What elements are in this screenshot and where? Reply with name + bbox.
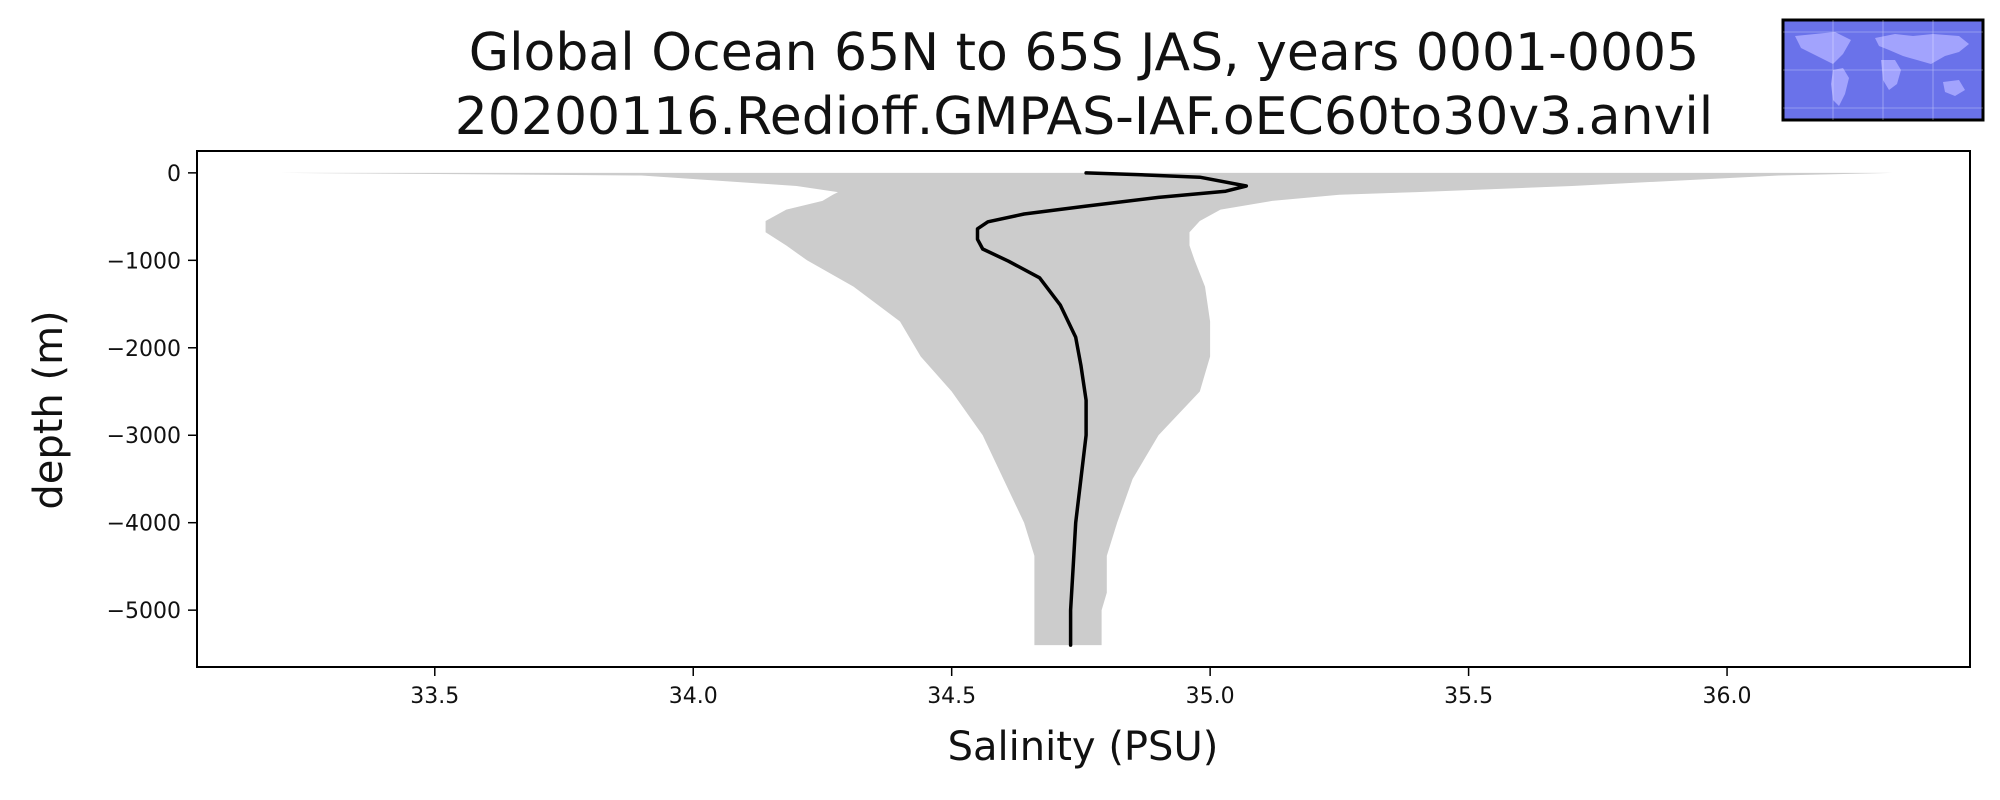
- x-axis: 33.5 34.0 34.5 35.0 35.5 36.0: [410, 667, 1752, 709]
- y-axis: 0 −1000 −2000 −3000 −4000 −5000: [107, 162, 197, 624]
- chart-title-line-1: Global Ocean 65N to 65S JAS, years 0001-…: [469, 23, 1699, 83]
- x-tick-label: 34.5: [927, 684, 976, 709]
- y-tick-label: −5000: [107, 599, 181, 624]
- y-tick-label: −3000: [107, 424, 181, 449]
- inset-map-grid: [1783, 20, 1983, 120]
- y-tick-label: −1000: [107, 249, 181, 274]
- plot-frame: [196, 150, 1971, 668]
- inset-map: [1781, 18, 1985, 122]
- x-tick-label: 33.5: [410, 684, 459, 709]
- y-tick-label: −2000: [107, 337, 181, 362]
- chart-title-line-2: 20200116.Redioff.GMPAS-IAF.oEC60to30v3.a…: [455, 87, 1714, 147]
- x-tick-label: 35.0: [1186, 684, 1235, 709]
- y-tick-label: −4000: [107, 512, 181, 537]
- x-tick-label: 34.0: [669, 684, 718, 709]
- y-tick-label: 0: [167, 162, 181, 187]
- x-tick-label: 36.0: [1703, 684, 1752, 709]
- y-axis-label: depth (m): [26, 310, 72, 509]
- plot-area: [196, 150, 1971, 668]
- mean-salinity-line: [975, 171, 1249, 647]
- inset-map-land: [1795, 32, 1969, 106]
- x-axis-label: Salinity (PSU): [948, 724, 1219, 770]
- x-tick-label: 35.5: [1444, 684, 1493, 709]
